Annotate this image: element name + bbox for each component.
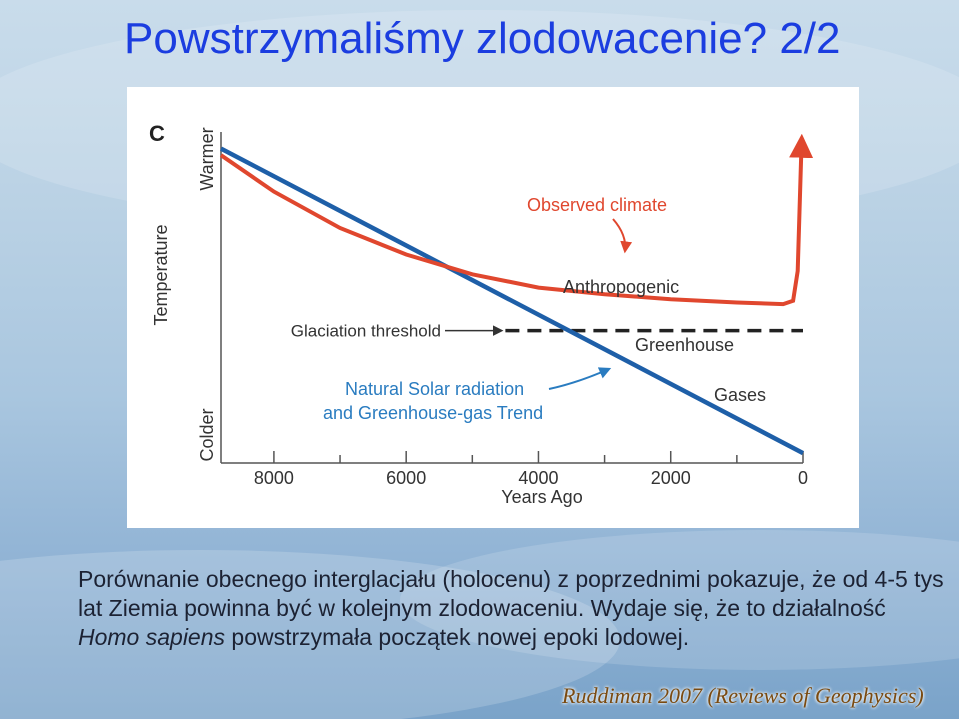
x-tick-label: 6000 (386, 468, 426, 488)
natural-trend-pointer (548, 367, 612, 390)
slide-body-text: Porównanie obecnego interglacjału (holoc… (78, 565, 948, 652)
x-ticks: 8000 6000 4000 2000 0 (254, 451, 808, 488)
glaciation-threshold-label: Glaciation threshold (291, 322, 441, 341)
anthropogenic-label: Anthropogenic (563, 277, 679, 297)
observed-climate-annotation: Observed climate (527, 195, 667, 215)
climate-chart: C Warmer Temperature Colder Years Ago 80… (149, 121, 814, 507)
slide-title: Powstrzymaliśmy zlodowacenie? 2/2 (124, 14, 841, 63)
y-axis-title: Temperature (151, 224, 171, 325)
natural-trend-annotation-line1: Natural Solar radiation (345, 379, 524, 399)
body-text-part1: Porównanie obecnego interglacjału (holoc… (78, 566, 944, 621)
chart-figure: C Warmer Temperature Colder Years Ago 80… (127, 87, 859, 528)
panel-label: C (149, 121, 165, 146)
x-tick-label: 2000 (651, 468, 691, 488)
y-axis-top-label: Warmer (197, 127, 217, 190)
observed-climate-pointer (612, 218, 633, 254)
greenhouse-label: Greenhouse (635, 335, 734, 355)
body-text-species: Homo sapiens (78, 624, 226, 650)
y-axis-bottom-label: Colder (197, 408, 217, 461)
natural-trend-annotation-line2: and Greenhouse-gas Trend (323, 403, 543, 423)
observed-climate-line (219, 133, 814, 307)
x-axis-title: Years Ago (501, 487, 582, 507)
gases-label: Gases (714, 385, 766, 405)
body-text-part2: powstrzymała początek nowej epoki lodowe… (225, 624, 690, 650)
x-tick-label: 8000 (254, 468, 294, 488)
natural-trend-line (219, 146, 805, 456)
x-tick-label: 4000 (518, 468, 558, 488)
x-tick-label: 0 (798, 468, 808, 488)
citation: Ruddiman 2007 (Reviews of Geophysics) (562, 683, 924, 708)
